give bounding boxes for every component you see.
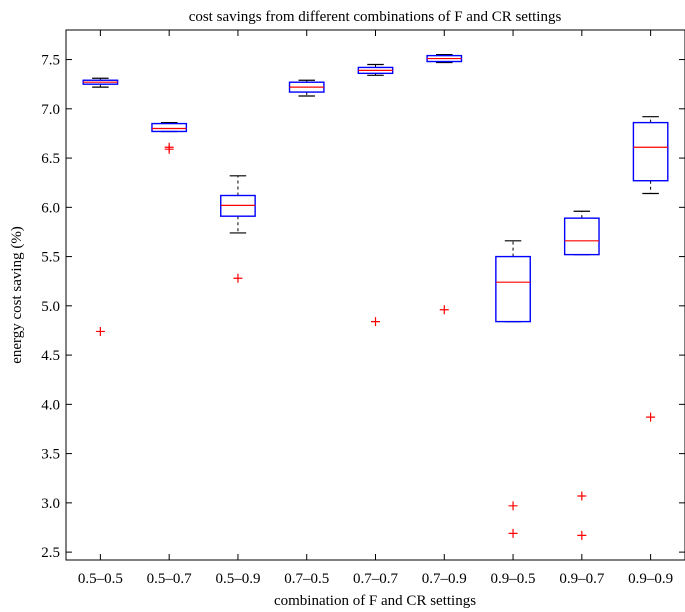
x-tick-label: 0.9–0.9 [628, 571, 673, 587]
outlier-marker [577, 491, 587, 501]
y-tick-label: 4.5 [41, 348, 60, 364]
y-axis-label: energy cost saving (%) [9, 226, 25, 364]
x-tick-label: 0.5–0.7 [147, 571, 193, 587]
y-tick-label: 7.0 [41, 102, 60, 118]
plot-area-frame [65, 29, 685, 561]
y-tick-label: 2.5 [41, 545, 60, 561]
y-tick-label: 3.0 [41, 496, 60, 512]
box-0.5–0.7 [151, 122, 188, 154]
x-tick-label: 0.5–0.9 [215, 571, 260, 587]
box-series [82, 54, 669, 540]
x-tick-label: 0.9–0.5 [491, 571, 536, 587]
outlier-marker [233, 273, 243, 283]
outlier-marker [646, 412, 656, 422]
box-iqr [632, 121, 669, 182]
y-tick-label: 6.0 [41, 200, 60, 216]
box-0.5–0.5 [82, 77, 119, 336]
outlier-marker [95, 326, 105, 336]
box-0.9–0.9 [632, 116, 669, 422]
x-axis: 0.5–0.5 0.5–0.7 0.5–0.9 0.7–0.5 0.7–0.7 0.7–0… [78, 30, 673, 587]
box-0.7–0.9 [426, 54, 463, 315]
box-iqr [563, 217, 600, 256]
y-tick-label: 3.5 [41, 447, 60, 463]
outlier-marker [508, 528, 518, 538]
outlier-marker [439, 305, 449, 315]
box-0.9–0.7 [563, 210, 600, 540]
x-tick-label: 0.7–0.9 [422, 571, 467, 587]
y-tick-label: 5.0 [41, 299, 60, 315]
x-tick-label: 0.7–0.5 [284, 571, 329, 587]
box-0.7–0.7 [357, 63, 394, 327]
box-iqr [151, 122, 188, 133]
y-tick-label: 6.5 [41, 151, 60, 167]
y-tick-label: 7.5 [41, 53, 60, 69]
x-tick-label: 0.9–0.7 [559, 571, 605, 587]
box-0.9–0.5 [495, 240, 531, 538]
box-0.5–0.9 [220, 175, 256, 283]
box-iqr [495, 255, 531, 323]
box-0.7–0.5 [288, 79, 325, 97]
x-tick-label: 0.5–0.5 [78, 571, 123, 587]
y-tick-label: 4.0 [41, 397, 60, 413]
y-axis: 2.5 3.0 3.5 4.0 4.5 5.0 5.5 6.0 6.5 7.0 7.5 [41, 53, 685, 561]
outlier-marker [577, 530, 587, 540]
outlier-marker [508, 501, 518, 511]
x-axis-label: combination of F and CR settings [274, 593, 476, 609]
outlier-marker [164, 142, 174, 152]
chart-title: cost savings from different combinations… [189, 9, 562, 25]
outlier-marker [371, 317, 380, 327]
x-tick-label: 0.7–0.7 [353, 571, 399, 587]
y-tick-label: 5.5 [41, 250, 60, 266]
